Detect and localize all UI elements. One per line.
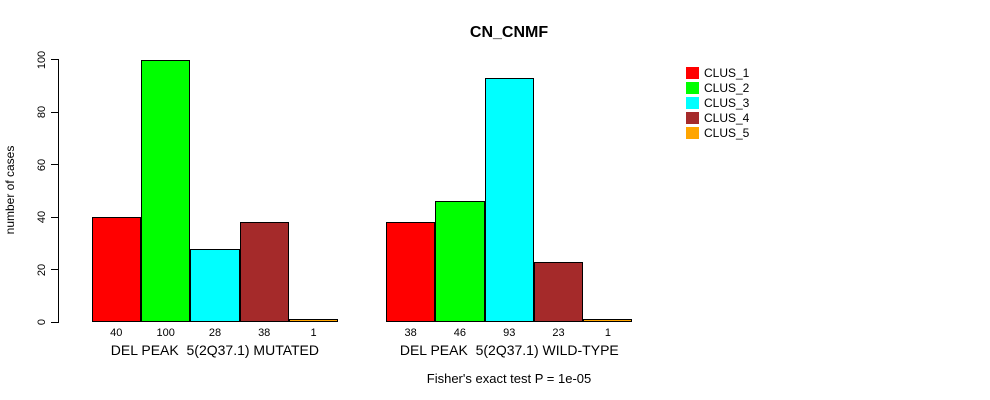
y-axis-tick-label: 60 bbox=[36, 158, 48, 171]
bar-clus_3 bbox=[190, 249, 240, 322]
bar-value-label: 28 bbox=[208, 327, 222, 339]
legend-swatch bbox=[686, 112, 699, 124]
legend-swatch bbox=[686, 97, 699, 109]
y-axis-line bbox=[58, 59, 59, 323]
legend-swatch bbox=[686, 67, 699, 79]
legend-swatch bbox=[686, 82, 699, 94]
y-axis-tick-label: 0 bbox=[36, 318, 48, 326]
y-axis-tick bbox=[51, 164, 59, 166]
bar-value-label: 23 bbox=[552, 327, 565, 339]
bar-clus_2 bbox=[141, 60, 191, 322]
bar-value-label: 38 bbox=[404, 327, 417, 339]
legend-label: CLUS_3 bbox=[704, 96, 750, 110]
legend-item-clus_1: CLUS_1 bbox=[686, 67, 749, 79]
bar-clus_1 bbox=[91, 217, 141, 322]
legend-item-clus_5: CLUS_5 bbox=[686, 127, 749, 139]
bar-value-label: 46 bbox=[453, 327, 467, 339]
y-axis-tick-label: 20 bbox=[36, 263, 48, 276]
bar-value-label: 93 bbox=[503, 327, 516, 339]
legend-label: CLUS_5 bbox=[704, 126, 750, 140]
legend-label: CLUS_4 bbox=[704, 111, 750, 125]
y-axis-tick-label: 100 bbox=[36, 50, 48, 69]
legend-swatch bbox=[686, 127, 699, 139]
legend-item-clus_3: CLUS_3 bbox=[686, 97, 749, 109]
y-axis-tick bbox=[51, 269, 59, 271]
bar-value-label: 100 bbox=[156, 327, 175, 339]
bar-value-label: 38 bbox=[258, 327, 271, 339]
legend-label: CLUS_1 bbox=[704, 66, 750, 80]
bar-clus_1 bbox=[386, 222, 436, 322]
bar-clus_5 bbox=[583, 319, 633, 322]
y-axis-tick bbox=[51, 216, 59, 218]
y-axis-tick-label: 80 bbox=[36, 105, 48, 119]
fisher-test-annotation: Fisher's exact test P = 1e-05 bbox=[426, 371, 592, 386]
bar-value-label: 1 bbox=[604, 327, 611, 339]
legend-item-clus_4: CLUS_4 bbox=[686, 112, 749, 124]
bar-clus_2 bbox=[435, 201, 485, 322]
bar-clus_5 bbox=[288, 319, 339, 322]
bar-clus_4 bbox=[239, 222, 289, 322]
group-label: DEL PEAK 5(2Q37.1) MUTATED bbox=[110, 342, 320, 358]
y-axis-label: number of cases bbox=[3, 145, 17, 235]
chart-title: CN_CNMF bbox=[469, 24, 549, 41]
bar-value-label: 40 bbox=[110, 327, 123, 339]
bar-clus_3 bbox=[484, 78, 534, 322]
legend-label: CLUS_2 bbox=[704, 81, 750, 95]
bar-clus_4 bbox=[533, 262, 584, 322]
legend-item-clus_2: CLUS_2 bbox=[686, 82, 749, 94]
y-axis-tick bbox=[51, 111, 59, 113]
y-axis-tick bbox=[51, 59, 59, 61]
y-axis-tick bbox=[51, 321, 59, 323]
bar-value-label: 1 bbox=[310, 327, 317, 339]
y-axis-tick-label: 40 bbox=[36, 210, 48, 224]
group-label: DEL PEAK 5(2Q37.1) WILD-TYPE bbox=[399, 342, 619, 358]
